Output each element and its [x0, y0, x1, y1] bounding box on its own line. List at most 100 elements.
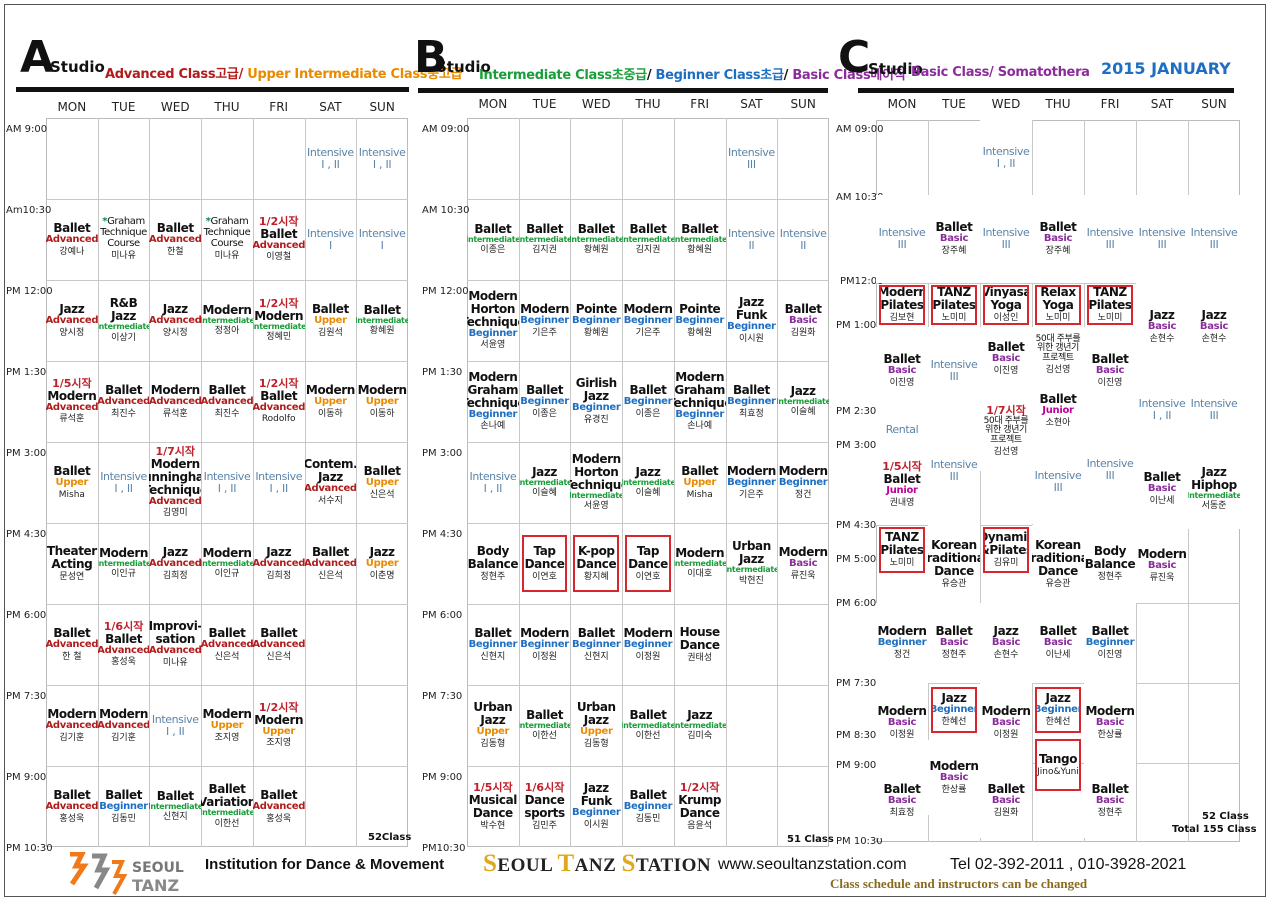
instructor: 노미미	[889, 558, 915, 569]
class-level: Basic	[991, 717, 1021, 729]
class-name: Modern	[47, 706, 97, 721]
class-level: Basic	[1147, 321, 1177, 333]
class-level: Intermediate	[252, 321, 305, 331]
class-cell: KoreanTraditionalDance유승관	[1032, 525, 1084, 603]
instructor: 이영철	[266, 252, 292, 263]
class-level: Intermediate	[201, 315, 253, 325]
class-level: Beginner	[520, 395, 569, 407]
class-cell: Ballet Basic 이진영	[1084, 327, 1136, 415]
class-level: Intermediate	[201, 558, 253, 568]
instructor: 한철	[166, 246, 184, 257]
class-name: Modern	[47, 388, 97, 403]
class-level: Advanced	[97, 719, 150, 731]
month-title: 2015 JANUARY	[1101, 59, 1231, 78]
class-cell: 1/2시작 Modern Upper 조지영	[253, 685, 305, 766]
studio-a-rule	[16, 87, 409, 92]
day-label: SUN	[790, 97, 816, 111]
class-cell: Modern Intermediate 이인규	[201, 523, 253, 604]
grid-col-line	[570, 118, 572, 847]
grid-row-line	[467, 280, 829, 281]
class-name: Balance	[1084, 557, 1136, 572]
time-label: PM 6:00	[836, 598, 877, 609]
class-cell: 1/2시작 Krump Dance 음윤석	[674, 766, 726, 847]
class-cell: Ballet Intermediate 황혜원	[570, 199, 622, 280]
class-level: Advanced	[46, 638, 98, 650]
class-name: Body	[1093, 544, 1127, 559]
class-cell: Intensive III	[928, 415, 980, 527]
brand-rest: TATION	[635, 855, 712, 876]
class-level: Basic	[939, 637, 969, 649]
class-level: Intermediate	[673, 720, 726, 730]
class-level-1-4: Basic Class베이직	[792, 68, 906, 83]
instructor: 최진수	[214, 408, 240, 419]
class-cell: 50대 주부를 위한 갱년기 프로젝트 김선영	[1032, 327, 1084, 383]
instructor: 이진영	[889, 378, 915, 389]
class-level: III	[1053, 480, 1063, 494]
class-cell: Modern Upper 조지영	[201, 685, 253, 766]
start-note: 1/5시작	[473, 780, 513, 794]
class-level: Beginner	[727, 321, 776, 333]
class-cell: Jazz Intermediate 이슬혜	[622, 442, 674, 523]
class-cell: Intensive III	[1084, 415, 1136, 525]
instructor: 기은주	[738, 489, 764, 500]
class-cell: *Graham Technique Course 미나유	[98, 199, 150, 280]
class-name: Intensive	[930, 458, 978, 472]
time-label: PM10:30	[422, 843, 466, 854]
class-cell: Ballet Junior 소현아	[1032, 383, 1084, 439]
class-name: Girlish	[575, 376, 617, 391]
class-cell: Ballet Intermediate 이한선	[622, 685, 674, 766]
class-level: Intermediate	[97, 322, 150, 332]
class-level: Basic	[1199, 321, 1229, 333]
start-note: 1/7시작	[986, 403, 1026, 417]
class-cell: Urban Jazz Upper 김동형	[467, 685, 519, 766]
day-label: MON	[478, 97, 508, 111]
studio-b-letter: B	[414, 32, 448, 83]
class-name: Traditional	[1032, 550, 1084, 565]
class-name: Jazz	[738, 552, 764, 567]
day-label: SUN	[1201, 97, 1227, 111]
class-name: Ballet	[681, 463, 719, 478]
class-level: Beginner	[675, 408, 724, 420]
class-level: Basic	[887, 365, 917, 377]
class-cell: Body Balance 정현주	[467, 523, 519, 604]
instructor: 한상률	[941, 784, 967, 795]
day-label: WED	[160, 100, 190, 114]
class-level: III	[746, 157, 756, 171]
instructor: 노미미	[1045, 313, 1071, 324]
class-level: Upper	[579, 726, 613, 738]
logo: SEOUL TANZ	[66, 852, 186, 897]
instructor: 이춘명	[369, 570, 395, 581]
instructor: 손현수	[993, 650, 1019, 661]
class-name: Modern	[99, 706, 149, 721]
instructor: 김영미	[162, 508, 188, 519]
class-level: Intermediate	[201, 808, 253, 818]
time-label: AM 10:30	[422, 205, 470, 216]
studio-a-word: Studio	[50, 58, 105, 76]
class-level: Upper	[365, 476, 399, 488]
instructor: 미나유	[111, 250, 136, 261]
website-text: www.seoultanzstation.com	[718, 856, 907, 873]
class-name: Ballet	[208, 782, 246, 797]
class-cell: Modern Beginner 기은주	[519, 280, 571, 361]
class-name: 프로젝트	[990, 434, 1022, 445]
class-level: Beginner	[99, 800, 148, 812]
class-cell: Ballet Upper Misha	[674, 442, 726, 523]
class-level: Advanced	[201, 395, 253, 407]
start-note: 1/2시작	[258, 296, 299, 310]
instructor: 이슬혜	[635, 488, 661, 499]
grid-col-line	[518, 118, 520, 847]
day-label: SUN	[369, 100, 395, 114]
day-label: THU	[1045, 97, 1071, 111]
instructor: 류진욱	[1149, 573, 1175, 584]
instructor: 이종은	[532, 408, 557, 419]
class-level: I , II	[114, 481, 133, 495]
class-level: Basic	[991, 637, 1021, 649]
class-name: Intensive	[728, 145, 775, 159]
instructor: 이한선	[214, 818, 240, 829]
grid-col-line	[725, 118, 727, 847]
class-cell: ModernGrahamTechniqueBeginner손나예	[674, 361, 726, 442]
class-cell: Jazz Basic 손현수	[980, 603, 1032, 683]
class-cell: Ballet Beginner 김동민	[622, 766, 674, 847]
day-label: FRI	[690, 97, 710, 111]
time-label: AM 10:30	[836, 192, 884, 203]
